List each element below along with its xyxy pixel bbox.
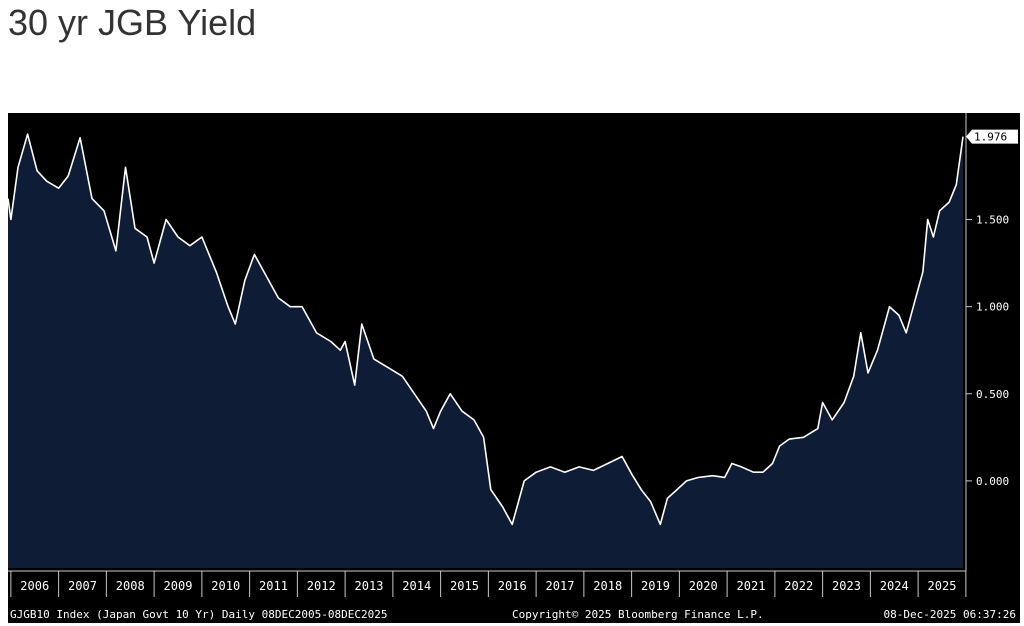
last-value-tag [966,129,1018,144]
series-area [8,134,963,568]
x-tick-label: 2015 [450,579,479,593]
x-tick-label: 2016 [498,579,527,593]
x-tick-label: 2014 [402,579,431,593]
x-tick-label: 2022 [784,579,813,593]
x-tick-label: 2021 [737,579,766,593]
x-tick-label: 2012 [307,579,336,593]
x-tick-label: 2007 [68,579,97,593]
last-value-label: 1.976 [974,131,1007,144]
x-tick-label: 2023 [832,579,861,593]
x-tick-label: 2018 [593,579,622,593]
chart-svg: 0.000 0.500 1.000 1.500 1.976 2006 2007 2008 200… [8,113,1020,623]
y-tick-label: 0.500 [976,388,1009,401]
y-tick-label: 1.500 [976,214,1009,227]
x-tick-label: 2013 [355,579,384,593]
footer-right: 08-Dec-2025 06:37:26 [884,608,1016,621]
x-tick-label: 2017 [546,579,575,593]
x-tick-label: 2006 [20,579,49,593]
chart-panel: 0.000 0.500 1.000 1.500 1.976 2006 2007 2008 200… [8,113,1020,623]
y-tick-label: 1.000 [976,301,1009,314]
y-tick-label: 0.000 [976,475,1009,488]
x-tick-label: 2024 [880,579,909,593]
series-line [8,133,964,526]
x-tick-label: 2008 [116,579,145,593]
x-tick-label: 2009 [164,579,193,593]
x-tick-label: 2020 [689,579,718,593]
x-tick-label: 2019 [641,579,670,593]
footer-left: GJGB10 Index (Japan Govt 10 Yr) Daily 08… [10,608,388,621]
x-tick-label: 2025 [928,579,957,593]
footer-center: Copyright© 2025 Bloomberg Finance L.P. [512,608,764,621]
x-tick-label: 2011 [259,579,288,593]
chart-title: 30 yr JGB Yield [8,2,257,43]
x-tick-label: 2010 [211,579,240,593]
